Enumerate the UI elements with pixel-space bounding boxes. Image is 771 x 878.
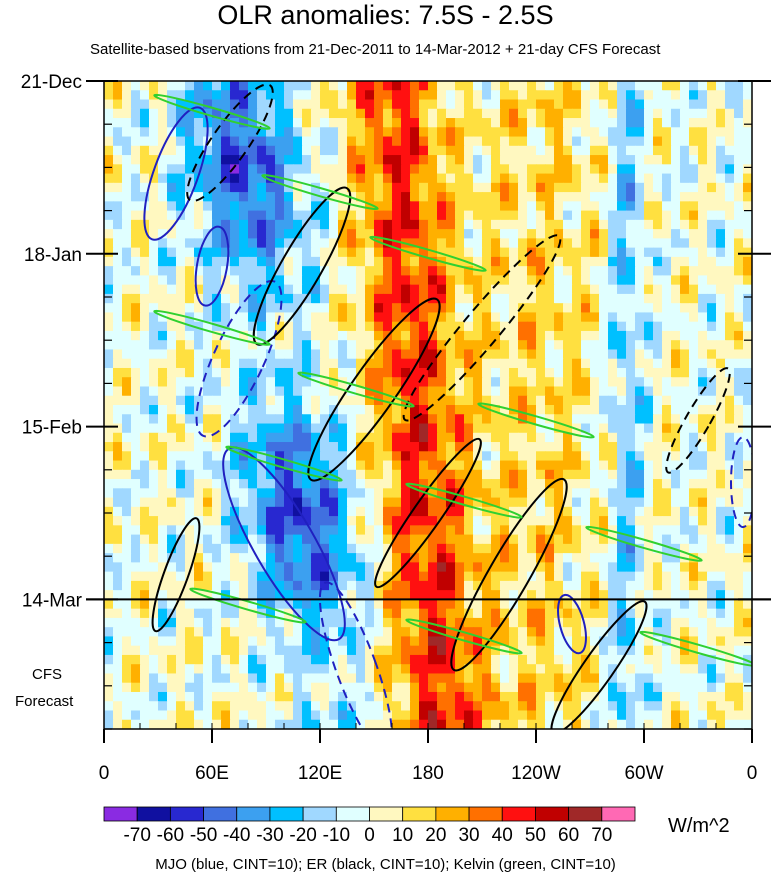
colorbar-swatch [501, 806, 536, 822]
er-contour [402, 234, 562, 422]
colorbar-swatch [535, 806, 570, 822]
kelvin-contour [261, 174, 379, 211]
er-contour [450, 477, 568, 672]
colorbar-swatch [269, 806, 304, 822]
colorbar-swatch [402, 806, 437, 822]
colorbar-swatch [203, 806, 238, 822]
colorbar-tick-label: 10 [392, 825, 413, 846]
mjo-contour [195, 279, 283, 438]
kelvin-contour [153, 93, 271, 130]
colorbar-swatch [136, 806, 171, 822]
er-contour [550, 600, 648, 729]
colorbar-tick-label: 70 [591, 825, 612, 846]
colorbar-swatch [468, 806, 503, 822]
kelvin-contour [477, 402, 595, 439]
x-tick-label: 120W [511, 763, 561, 784]
colorbar-tick-label: 30 [458, 825, 479, 846]
chart-title: OLR anomalies: 7.5S - 2.5S [217, 0, 554, 30]
colorbar-tick-label: -30 [256, 825, 283, 846]
kelvin-contour [405, 618, 523, 655]
x-tick-label: 60W [624, 763, 663, 784]
y-tick-label: 21-Dec [21, 72, 82, 93]
colorbar-tick-label: 40 [492, 825, 513, 846]
kelvin-contour [153, 309, 271, 346]
colorbar-swatch [103, 806, 138, 822]
er-contour [186, 83, 274, 202]
x-tick-label: 60E [195, 763, 229, 784]
kelvin-contour [405, 482, 523, 519]
mjo-contour [318, 581, 394, 729]
wave-overlays [143, 83, 752, 729]
colorbar-swatch [435, 806, 470, 822]
colorbar-tick-label: 20 [425, 825, 446, 846]
colorbar-swatch [568, 806, 603, 822]
colorbar: -70 -60 -50 -40 -30 -20 -10 0 10 20 30 40 50 60 70 [103, 806, 636, 846]
mjo-contour [730, 436, 752, 529]
chart-subtitle: Satellite-based bservations from 21-Dec-… [90, 41, 661, 58]
colorbar-units: W/m^2 [668, 815, 730, 837]
mjo-contour [194, 225, 230, 307]
kelvin-contour [297, 371, 415, 408]
x-axis: 0 60E 120E 180 120W 60W 0 [99, 723, 758, 784]
colorbar-swatch [169, 806, 204, 822]
kelvin-contour [225, 445, 343, 482]
colorbar-tick-label: -10 [323, 825, 350, 846]
x-tick-label: 0 [99, 763, 110, 784]
colorbar-swatch [236, 806, 271, 822]
kelvin-contour [189, 587, 307, 624]
kelvin-contour [639, 630, 752, 667]
forecast-label-line2: Forecast [15, 693, 74, 710]
kelvin-contour [585, 525, 703, 562]
colorbar-tick-label: -40 [223, 825, 250, 846]
x-tick-label: 120E [298, 763, 342, 784]
colorbar-tick-label: 50 [525, 825, 546, 846]
er-contour [374, 437, 482, 589]
forecast-label-line1: CFS [32, 666, 62, 683]
kelvin-contour [369, 235, 487, 272]
x-tick-label: 0 [747, 763, 758, 784]
colorbar-tick-label: -50 [190, 825, 217, 846]
colorbar-tick-label: 0 [364, 825, 375, 846]
x-tick-label: 180 [412, 763, 444, 784]
overlay-legend: MJO (blue, CINT=10); ER (black, CINT=10)… [155, 856, 616, 873]
colorbar-swatch [601, 806, 636, 822]
colorbar-swatch [369, 806, 404, 822]
olr-anomaly-field [104, 81, 752, 729]
y-tick-label: 14-Mar [22, 590, 83, 611]
y-tick-label: 15-Feb [22, 418, 82, 439]
mjo-contour [557, 593, 587, 655]
y-tick-label: 18-Jan [24, 245, 82, 266]
colorbar-tick-label: 60 [558, 825, 579, 846]
colorbar-swatch [302, 806, 337, 822]
colorbar-tick-label: -70 [123, 825, 150, 846]
er-contour [151, 517, 201, 633]
mjo-contour [143, 106, 209, 241]
colorbar-swatch [335, 806, 370, 822]
colorbar-tick-label: -60 [157, 825, 184, 846]
y-axis: 21-Dec 18-Jan 15-Feb 14-Mar [21, 72, 771, 730]
colorbar-tick-label: -20 [289, 825, 316, 846]
er-contour [665, 367, 731, 474]
